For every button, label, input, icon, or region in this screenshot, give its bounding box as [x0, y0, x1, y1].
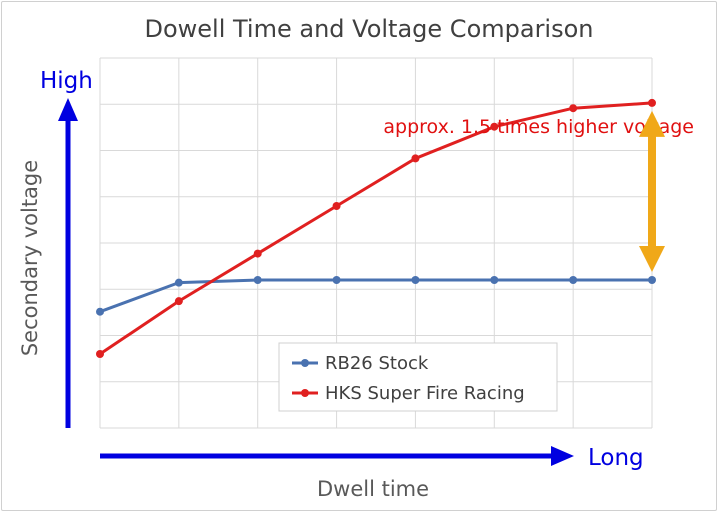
series-2-point — [490, 122, 499, 131]
legend-entry-2: HKS Super Fire Racing — [325, 383, 525, 404]
x-axis-title: Dwell time — [317, 477, 429, 501]
series-2-point — [96, 350, 104, 358]
y-axis-end-label: High — [40, 68, 93, 94]
chart-title: Dowell Time and Voltage Comparison — [144, 15, 593, 43]
series-1-point — [332, 276, 341, 284]
series-2-point — [648, 98, 656, 107]
series-1-point — [648, 276, 656, 284]
series-1-point — [490, 276, 499, 284]
annotation-double-arrow — [639, 110, 665, 272]
series-1-point — [411, 276, 420, 284]
legend-swatch-marker — [301, 359, 309, 367]
annotation-text: approx. 1.5 times higher voltage — [383, 116, 694, 138]
x-axis-end-label: Long — [588, 445, 644, 471]
series-line-1 — [99, 278, 652, 314]
annotation-arrow-head-down — [639, 246, 665, 272]
series-2-point — [332, 202, 341, 210]
annotation-arrow-head-up — [639, 110, 665, 137]
series-1-point — [569, 276, 578, 284]
series-2-point — [174, 297, 183, 306]
series-layer — [96, 98, 656, 358]
legend: RB26 Stock HKS Super Fire Racing — [278, 342, 558, 412]
y-axis-arrow — [58, 98, 78, 428]
legend-entry-1: RB26 Stock — [325, 353, 429, 374]
series-1-point — [253, 276, 262, 284]
x-axis-arrow — [100, 446, 574, 466]
series-2-point — [569, 104, 578, 113]
y-axis-title: Secondary voltage — [18, 160, 42, 356]
series-2-point — [411, 154, 420, 163]
legend-swatch-marker — [301, 389, 309, 397]
series-line-2 — [99, 101, 653, 356]
series-1-point — [96, 307, 104, 316]
series-2-point — [253, 249, 262, 258]
series-1-point — [174, 278, 183, 287]
